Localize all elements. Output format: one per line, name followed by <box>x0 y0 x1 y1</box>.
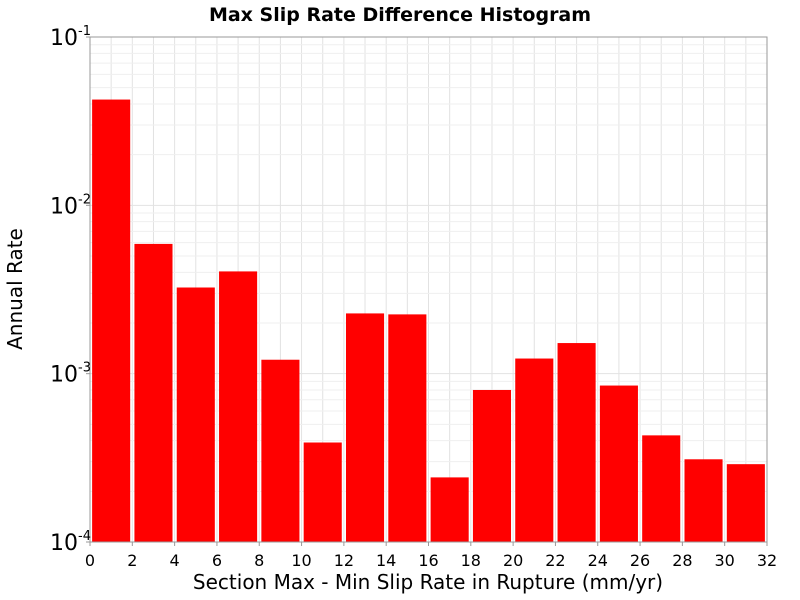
bars <box>92 99 765 543</box>
y-tick-label: 10-1 <box>50 24 91 51</box>
x-tick-label: 2 <box>127 551 137 570</box>
x-tick-label: 0 <box>85 551 95 570</box>
histogram-bar <box>684 459 723 542</box>
histogram-bar <box>345 313 385 542</box>
x-tick-label: 10 <box>291 551 311 570</box>
histogram-bar <box>92 99 131 542</box>
histogram-bar <box>726 464 765 542</box>
x-tick-label: 26 <box>630 551 650 570</box>
x-tick-label: 12 <box>334 551 354 570</box>
histogram-bar <box>472 389 512 542</box>
histogram-bar <box>261 359 300 542</box>
x-tick-label: 14 <box>376 551 396 570</box>
y-tick-label: 10-3 <box>50 361 91 388</box>
y-tick-label: 10-4 <box>50 529 91 556</box>
x-tick-label: 28 <box>672 551 692 570</box>
histogram-bar <box>599 385 638 542</box>
x-tick-label: 32 <box>757 551 777 570</box>
x-axis-label: Section Max - Min Slip Rate in Rupture (… <box>193 570 663 594</box>
histogram-bar <box>515 358 554 542</box>
histogram-bar <box>303 442 342 542</box>
histogram-bar <box>176 287 215 542</box>
histogram-bar <box>388 314 427 542</box>
histogram-bar <box>219 271 258 542</box>
x-tick-label: 4 <box>170 551 180 570</box>
x-tick-label: 18 <box>461 551 481 570</box>
histogram-bar <box>642 435 681 542</box>
x-tick-label: 24 <box>588 551 608 570</box>
chart-title: Max Slip Rate Difference Histogram <box>209 4 591 26</box>
y-axis-label: Annual Rate <box>3 228 27 350</box>
x-tick-label: 30 <box>715 551 735 570</box>
x-tick-label: 20 <box>503 551 523 570</box>
histogram-bar <box>134 243 173 543</box>
y-tick-label: 10-2 <box>50 192 91 219</box>
histogram-bar <box>557 343 596 542</box>
x-tick-label: 22 <box>545 551 565 570</box>
histogram-bar <box>430 477 469 542</box>
x-tick-label: 8 <box>254 551 264 570</box>
axis-ticks: 0 2 4 6 8 10 12 14 16 18 20 22 24 26 28 30 3210-110-210-… <box>50 24 777 570</box>
x-tick-label: 6 <box>212 551 222 570</box>
x-tick-label: 16 <box>418 551 438 570</box>
